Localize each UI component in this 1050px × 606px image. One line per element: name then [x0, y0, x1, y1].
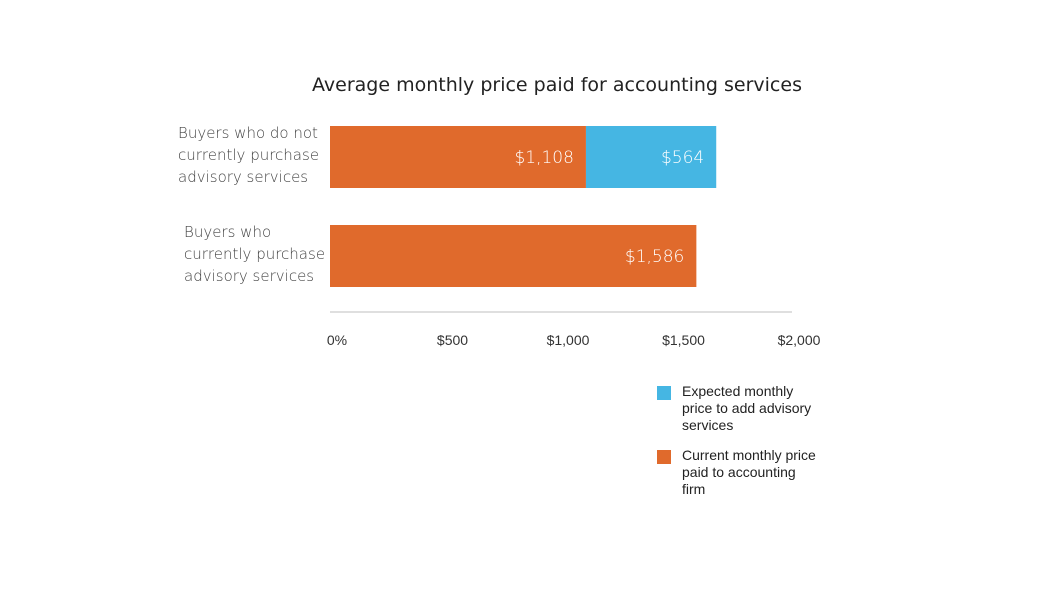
x-tick-label: $1,500 — [662, 332, 705, 348]
legend-label: Expected monthly price to add advisory ser… — [682, 383, 811, 433]
x-tick-label: $1,000 — [547, 332, 590, 348]
data-label: $1,108 — [514, 148, 573, 168]
x-axis-ticks: 0% $500 $1,000 $1,500 $2,000 — [327, 332, 821, 348]
x-tick-label: $2,000 — [778, 332, 821, 348]
bars: $1,108 $564 $1,586 — [330, 126, 717, 287]
x-tick-label: $500 — [437, 332, 468, 348]
chart-title: Average monthly price paid for accountin… — [312, 74, 802, 96]
bar-segment — [330, 225, 697, 287]
category-label: Buyers who do not currently purchase advis… — [178, 124, 319, 186]
legend-swatch — [657, 450, 671, 464]
legend: Expected monthly price to add advisory ser… — [657, 383, 816, 497]
x-tick-label: 0% — [327, 332, 347, 348]
data-label: $1,586 — [625, 247, 684, 267]
legend-label: Current monthly price paid to accounting f… — [682, 447, 816, 497]
data-label: $564 — [661, 148, 704, 168]
category-label: Buyers who currently purchase advisory ser… — [184, 223, 325, 285]
bar-segment — [330, 126, 586, 188]
legend-swatch — [657, 386, 671, 400]
bar-segment — [585, 126, 717, 188]
category-labels: Buyers who do not currently purchase advis… — [178, 124, 325, 285]
